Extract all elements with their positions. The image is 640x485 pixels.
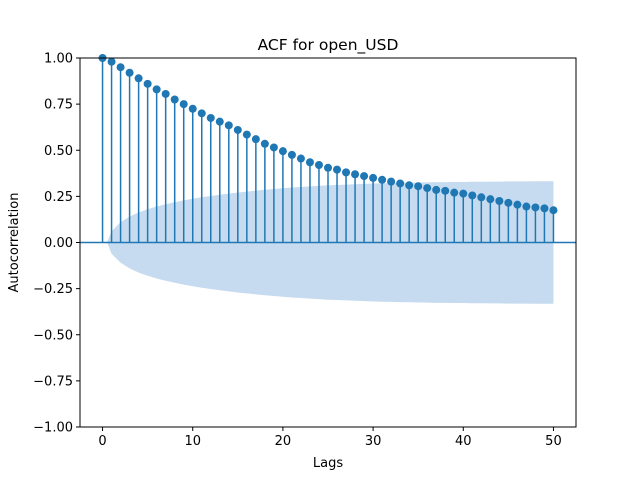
acf-point-lag-13 [215,117,224,126]
acf-point-lag-49 [540,204,549,213]
acf-point-lag-32 [387,177,396,186]
acf-point-lag-31 [378,175,387,184]
stem-layer [101,58,555,243]
acf-point-lag-36 [423,184,432,193]
y-tick-label: −1.00 [33,421,73,436]
acf-point-lag-16 [242,130,251,139]
acf-point-lag-27 [342,168,351,177]
acf-point-lag-38 [441,186,450,195]
x-tick-label: 50 [545,434,562,449]
marker-layer [98,54,558,215]
acf-point-lag-6 [152,85,161,94]
acf-point-lag-47 [522,202,531,211]
y-tick-label: 0.50 [44,144,73,159]
acf-point-lag-23 [305,158,314,167]
y-axis: −1.00 −0.75 −0.50 −0.25 0.00 0.25 0.50 0.75 1.00 [33,52,80,436]
acf-point-lag-12 [206,113,215,122]
acf-point-lag-21 [287,150,296,159]
acf-point-lag-43 [486,195,495,204]
acf-point-lag-8 [170,95,179,104]
acf-point-lag-42 [477,193,486,202]
acf-point-lag-11 [197,109,206,118]
acf-point-lag-3 [125,68,134,77]
x-tick-label: 10 [184,434,201,449]
x-axis: 0 10 20 30 40 50 [98,427,562,449]
acf-point-lag-22 [296,154,305,163]
acf-point-lag-45 [504,198,513,207]
acf-point-lag-9 [179,100,188,109]
acf-point-lag-18 [260,139,269,148]
acf-point-lag-29 [360,172,369,181]
acf-point-lag-15 [233,125,242,134]
acf-point-lag-1 [107,57,116,66]
y-tick-label: 0.00 [44,236,73,251]
y-tick-label: 1.00 [44,52,73,67]
acf-point-lag-14 [224,121,233,130]
acf-point-lag-33 [396,179,405,188]
acf-point-lag-7 [161,89,170,98]
acf-point-lag-44 [495,196,504,205]
acf-point-lag-46 [513,200,522,209]
acf-point-lag-19 [269,143,278,152]
acf-point-lag-30 [369,173,378,182]
y-tick-label: 0.75 [44,98,73,113]
x-tick-label: 30 [365,434,382,449]
y-tick-label: 0.25 [44,190,73,205]
x-tick-label: 0 [98,434,106,449]
acf-point-lag-50 [549,206,558,215]
x-axis-label: Lags [313,456,343,471]
y-tick-label: −0.50 [33,328,73,343]
acf-point-lag-37 [432,185,441,194]
acf-point-lag-20 [278,147,287,156]
acf-point-lag-39 [450,188,459,197]
chart-title: ACF for open_USD [258,36,399,55]
acf-point-lag-35 [414,182,423,191]
acf-point-lag-41 [468,191,477,200]
acf-point-lag-28 [351,170,360,179]
acf-point-lag-10 [188,104,197,113]
acf-point-lag-5 [143,79,152,88]
y-tick-label: −0.25 [33,282,73,297]
acf-point-lag-17 [251,135,260,144]
acf-point-lag-25 [324,163,332,172]
acf-point-lag-40 [459,189,468,198]
acf-point-lag-48 [531,203,540,212]
acf-point-lag-34 [405,181,414,190]
acf-point-lag-2 [116,63,125,72]
acf-point-lag-4 [134,74,143,83]
acf-point-lag-24 [314,161,323,170]
acf-point-lag-26 [333,165,342,174]
x-tick-label: 20 [275,434,292,449]
x-tick-label: 40 [455,434,472,449]
y-axis-label: Autocorrelation [7,193,22,293]
y-tick-label: −0.75 [33,374,73,389]
